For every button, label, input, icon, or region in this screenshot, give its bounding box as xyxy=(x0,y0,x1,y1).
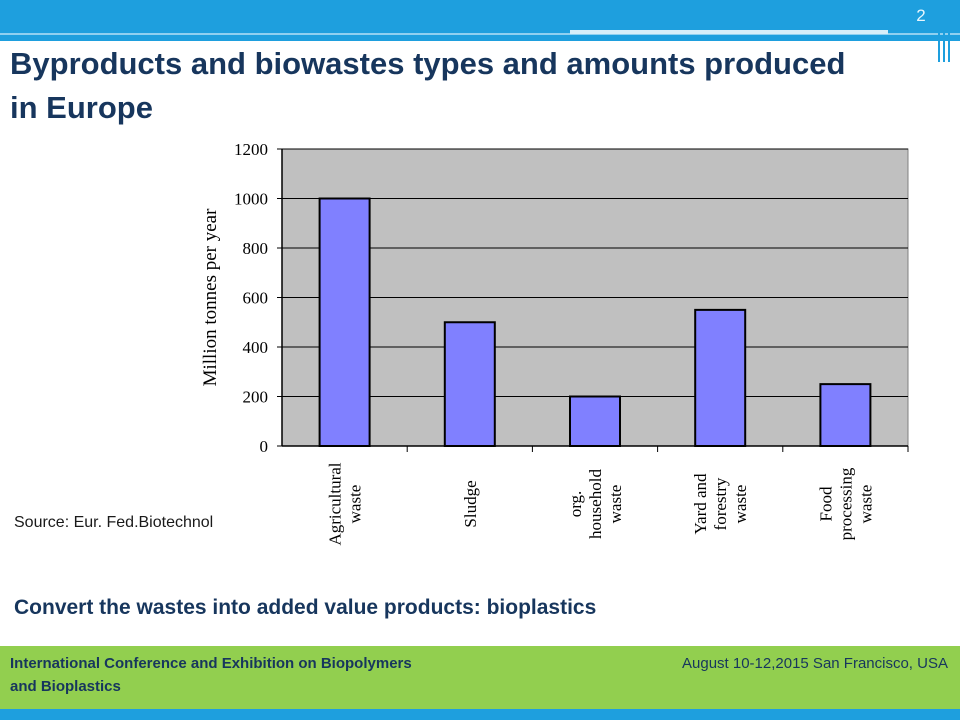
header-shade xyxy=(570,30,888,34)
x-tick-label: org.householdwaste xyxy=(566,469,625,539)
bar xyxy=(819,383,872,447)
header-rule xyxy=(0,33,960,35)
y-tick-label: 200 xyxy=(243,388,269,407)
page-number: 2 xyxy=(916,6,926,25)
y-axis-label: Million tonnes per year xyxy=(200,208,221,386)
bottom-band xyxy=(0,709,960,720)
x-tick-label: Agriculturalwaste xyxy=(326,462,365,545)
header-band xyxy=(0,0,960,41)
source-note: Source: Eur. Fed.Biotechnol xyxy=(14,514,214,531)
slide-title: Byproducts and biowastes types and amoun… xyxy=(10,46,846,125)
decorative-lines xyxy=(938,0,952,62)
slide-subtitle: Convert the wastes into added value prod… xyxy=(14,596,597,619)
bar xyxy=(694,308,747,447)
x-tick-label: Sludge xyxy=(461,480,480,527)
x-tick-label: Foodprocessingwaste xyxy=(816,467,875,540)
footer-date-location: August 10-12,2015 San Francisco, USA xyxy=(682,655,948,672)
y-tick-label: 800 xyxy=(243,239,269,258)
bar xyxy=(443,321,496,447)
y-tick-label: 0 xyxy=(260,437,269,456)
bar-chart: 0 200 400 600 800 1000 1200 Million tonnes per … xyxy=(200,140,909,546)
bar xyxy=(318,197,371,447)
y-tick-label: 1000 xyxy=(234,190,268,209)
x-tick-label: Yard andforestrywaste xyxy=(691,473,750,535)
y-tick-label: 600 xyxy=(243,289,269,308)
footer-band: International Conference and Exhibition … xyxy=(0,646,960,709)
bar xyxy=(569,395,621,447)
footer-conference: International Conference and Exhibition … xyxy=(10,655,412,695)
y-tick-label: 1200 xyxy=(234,140,268,159)
y-tick-label: 400 xyxy=(243,338,269,357)
